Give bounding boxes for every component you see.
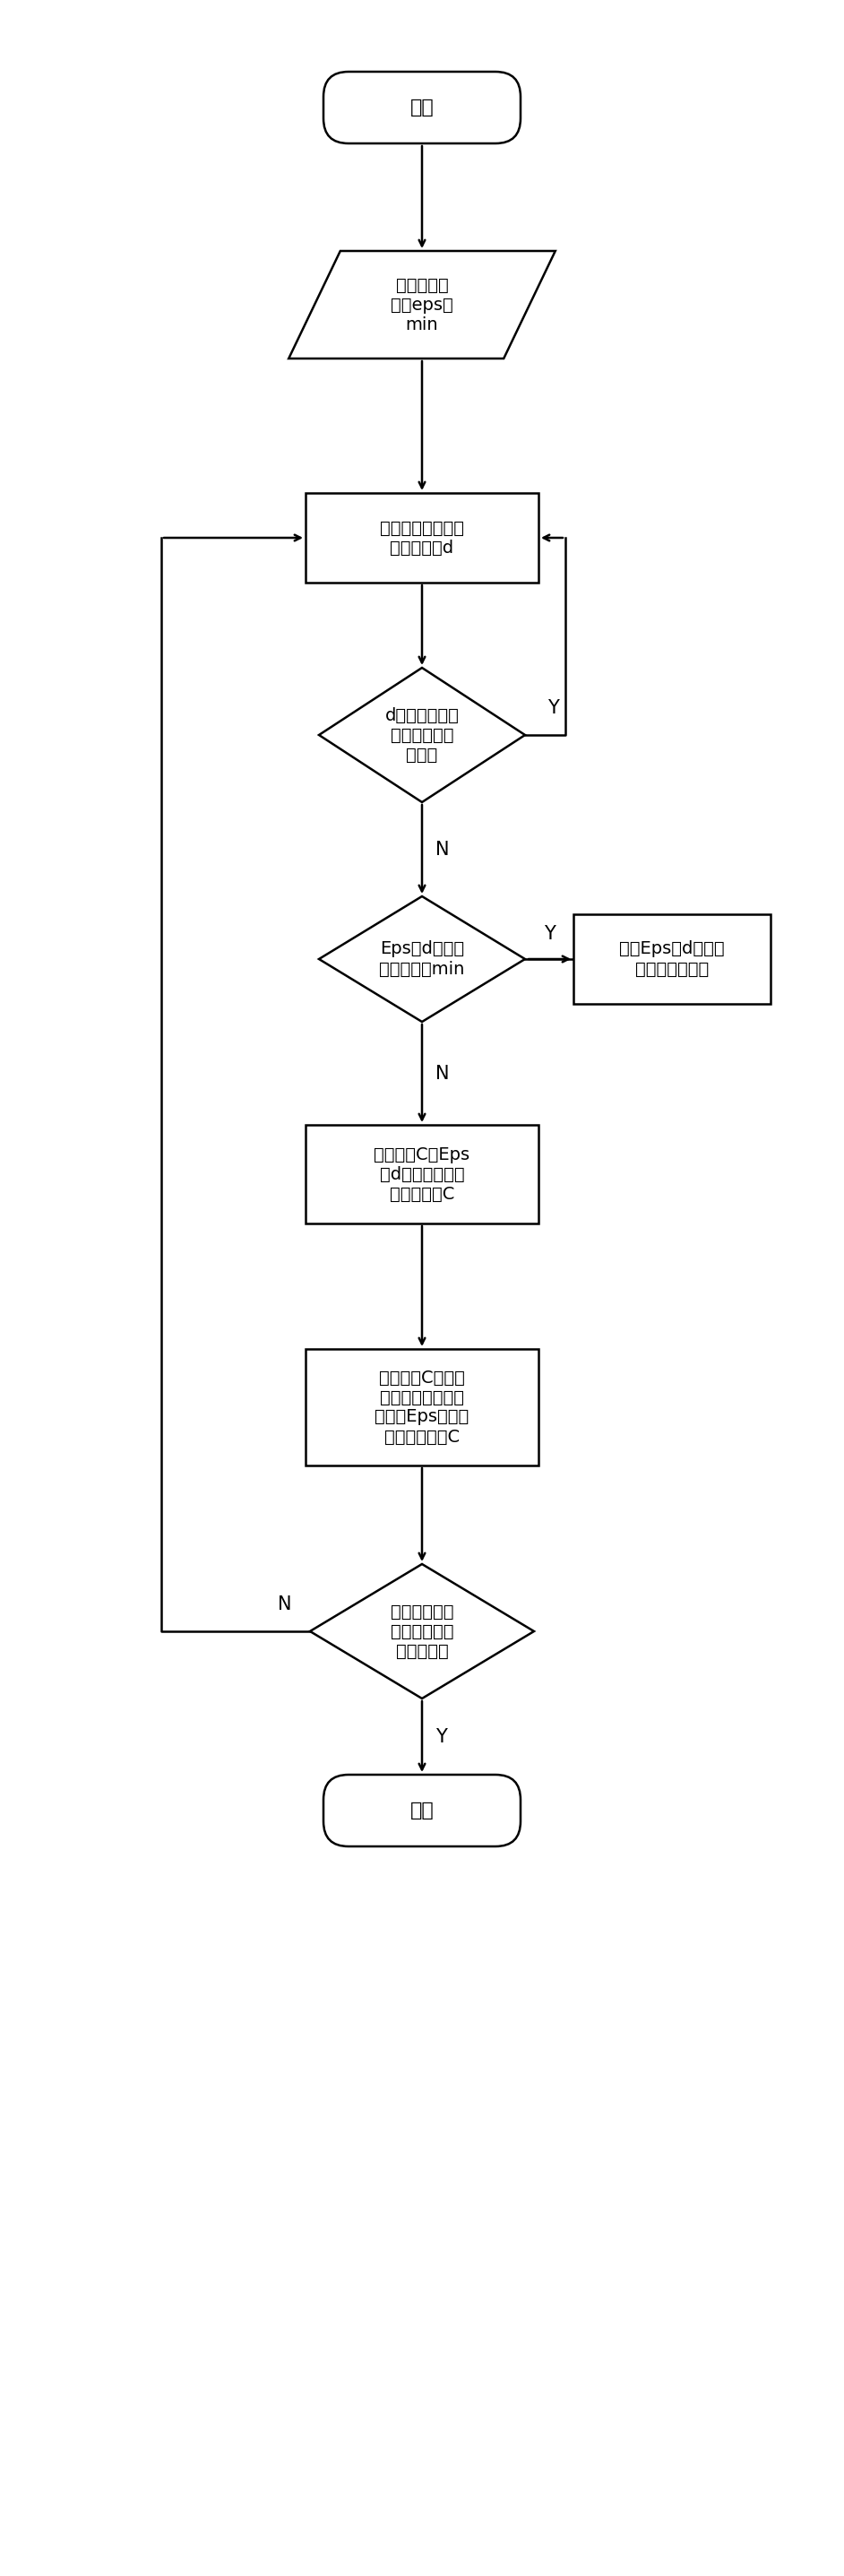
Polygon shape	[319, 667, 525, 801]
Text: N: N	[436, 840, 449, 858]
Bar	[306, 1126, 538, 1224]
Text: 分别以簇C中所有
点为核心点，计算
其各自Eps范围内
的点加入到簇C: 分别以簇C中所有 点为核心点，计算 其各自Eps范围内 的点加入到簇C	[375, 1368, 469, 1445]
Text: N: N	[279, 1595, 292, 1613]
Text: 所有点迹都归
入某个簇或被
标记为噪声: 所有点迹都归 入某个簇或被 标记为噪声	[391, 1602, 453, 1659]
Text: Eps（d）范围
内的点小于min: Eps（d）范围 内的点小于min	[379, 940, 465, 976]
FancyBboxPatch shape	[323, 1775, 521, 1847]
Bar	[306, 492, 538, 582]
Bar	[306, 1350, 538, 1466]
Bar	[573, 914, 771, 1005]
Text: 开始: 开始	[410, 98, 434, 116]
Text: Y: Y	[544, 925, 555, 943]
Text: 输入点迹数
据，eps，
min: 输入点迹数 据，eps， min	[391, 276, 453, 332]
Text: 遍历所有点迹，选
择任意点迹d: 遍历所有点迹，选 择任意点迹d	[380, 520, 464, 556]
Polygon shape	[319, 896, 525, 1023]
FancyBboxPatch shape	[323, 72, 521, 144]
Text: N: N	[436, 1064, 449, 1082]
Polygon shape	[310, 1564, 534, 1698]
Text: d是否已归入某
个簇或被标记
为噪声: d是否已归入某 个簇或被标记 为噪声	[385, 706, 459, 762]
Text: 标记Eps（d）范围
内所有点为噪声: 标记Eps（d）范围 内所有点为噪声	[619, 940, 725, 976]
Text: Y: Y	[548, 698, 559, 716]
Text: 建立新簇C，Eps
（d）范围内所有
点加入到簇C: 建立新簇C，Eps （d）范围内所有 点加入到簇C	[374, 1146, 470, 1203]
Text: 结束: 结束	[410, 1801, 434, 1819]
Polygon shape	[289, 250, 555, 358]
Text: Y: Y	[436, 1728, 447, 1747]
